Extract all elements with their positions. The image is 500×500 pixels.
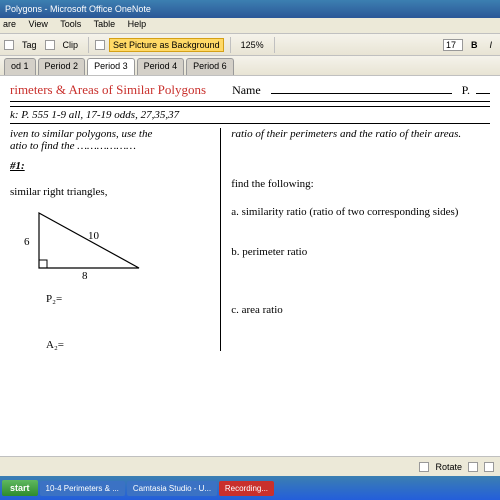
ratio-intro: ratio of their perimeters and the ratio … [231,128,490,140]
zoom-value[interactable]: 125% [237,38,268,52]
p-label: P. [462,83,470,98]
tab-period4[interactable]: Period 4 [137,58,185,75]
tag-button[interactable]: Tag [18,38,41,52]
doc-title: rimeters & Areas of Similar Polygons [10,82,206,98]
a2-label: A₂= [46,339,214,351]
clip-icon[interactable] [45,40,55,50]
menu-item[interactable]: Table [94,19,116,29]
toolbar: Tag Clip Set Picture as Background 125% … [0,34,500,56]
tab-strip: od 1 Period 2 Period 3 Period 4 Period 6 [0,56,500,76]
title-bar: Polygons - Microsoft Office OneNote [0,0,500,18]
intro-line1: iven to similar polygons, use the [10,128,214,140]
menu-item[interactable]: Tools [60,19,81,29]
separator [274,37,275,53]
tab-period1[interactable]: od 1 [4,58,36,75]
left-column: iven to similar polygons, use the atio t… [10,128,221,351]
p-blank [476,93,490,94]
separator [230,37,231,53]
tab-period6[interactable]: Period 6 [186,58,234,75]
clip-button[interactable]: Clip [59,38,83,52]
menu-item[interactable]: View [29,19,48,29]
taskbar: start 10-4 Perimeters & ... Camtasia Stu… [0,476,500,500]
document-content: rimeters & Areas of Similar Polygons Nam… [0,76,500,474]
bold-button[interactable]: B [467,38,482,52]
bottom-toolbar: Rotate [0,456,500,476]
menu-bar: are View Tools Table Help [0,18,500,34]
start-button[interactable]: start [2,480,38,496]
menu-item[interactable]: are [3,19,16,29]
rotate-icon[interactable] [419,462,429,472]
app-title: Polygons - Microsoft Office OneNote [5,4,151,14]
italic-button[interactable]: I [485,38,496,52]
rotate-button[interactable]: Rotate [435,462,462,472]
tab-period2[interactable]: Period 2 [38,58,86,75]
separator [88,37,89,53]
right-column: ratio of their perimeters and the ratio … [221,128,490,351]
tool-icon[interactable] [484,462,494,472]
side-c-label: 10 [88,230,99,242]
example-label: #1: [10,160,214,172]
menu-item[interactable]: Help [128,19,147,29]
find-label: find the following: [231,178,490,190]
tab-period3[interactable]: Period 3 [87,58,135,75]
taskbar-item-recording[interactable]: Recording... [219,481,274,496]
side-a-label: 6 [24,236,30,248]
taskbar-item[interactable]: Camtasia Studio - U... [127,481,217,496]
side-b-label: 8 [82,270,88,282]
name-blank [271,93,452,94]
set-picture-button[interactable]: Set Picture as Background [109,38,224,52]
assignment-text: k: P. 555 1-9 all, 17-19 odds, 27,35,37 [10,106,490,124]
taskbar-item[interactable]: 10-4 Perimeters & ... [40,481,125,496]
font-size-input[interactable]: 17 [443,39,463,51]
triangle-figure: 6 10 8 [24,208,164,283]
question-b: b. perimeter ratio [231,246,490,258]
tool-icon[interactable] [468,462,478,472]
tag-icon[interactable] [4,40,14,50]
picture-icon[interactable] [95,40,105,50]
p2-label: P₂= [46,293,214,305]
triangle-svg [34,208,154,278]
intro-line2: atio to find the ……………… [10,140,214,152]
triangles-text: similar right triangles, [10,186,214,198]
name-label: Name [232,83,261,98]
question-c: c. area ratio [231,304,490,316]
question-a: a. similarity ratio (ratio of two corres… [231,206,490,218]
